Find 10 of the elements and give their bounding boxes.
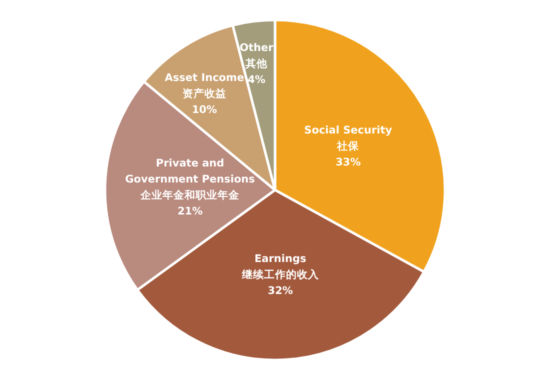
data-label: 33% bbox=[336, 156, 362, 169]
data-label: 4% bbox=[248, 74, 266, 86]
data-label: 21% bbox=[177, 205, 204, 218]
data-label: 10% bbox=[192, 104, 218, 116]
data-label: 32% bbox=[268, 284, 294, 297]
slice-label: Earnings 继续工作的收入 bbox=[240, 252, 320, 281]
slice-label: Social Security 社保 bbox=[304, 124, 392, 153]
slice-label: Private and Government Pensions 企业年金和职业年金 bbox=[125, 157, 255, 202]
slice-label: Asset Income 资产收益 bbox=[164, 72, 244, 100]
slice-label: Other 其他 bbox=[240, 42, 274, 70]
